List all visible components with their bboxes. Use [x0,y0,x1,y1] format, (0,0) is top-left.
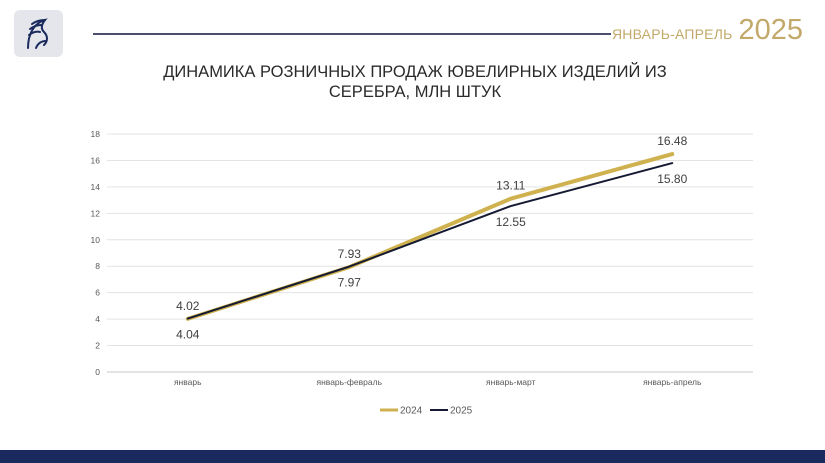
x-tick-label: январь-март [486,377,536,387]
data-label-2025: 7.97 [338,276,362,290]
header-divider [93,33,611,35]
footer-bar [0,450,825,463]
legend-label-2025: 2025 [450,406,473,417]
y-tick-label: 12 [91,208,101,218]
period-heading: ЯНВАРЬ-АПРЕЛЬ 2025 [612,14,803,47]
company-logo [14,10,63,57]
chart-title: ДИНАМИКА РОЗНИЧНЫХ ПРОДАЖ ЮВЕЛИРНЫХ ИЗДЕ… [163,63,667,101]
data-label-2025: 15.80 [657,172,687,186]
y-tick-label: 16 [91,155,101,165]
data-label-2025: 4.04 [176,328,200,342]
y-tick-label: 2 [95,341,100,351]
data-label-2024: 16.48 [657,134,687,148]
y-tick-label: 10 [91,235,101,245]
y-tick-label: 4 [95,314,100,324]
x-tick-label: январь-февраль [316,377,382,387]
period-year: 2025 [738,14,803,46]
data-label-2024: 13.11 [496,179,525,193]
legend-label-2024: 2024 [400,406,423,417]
x-tick-label: январь-апрель [643,377,702,387]
data-label-2024: 7.93 [338,247,362,261]
y-tick-label: 14 [91,182,101,192]
data-label-2025: 12.55 [496,215,526,229]
series-line-2025 [186,162,674,320]
y-tick-label: 6 [95,288,100,298]
data-label-2024: 4.02 [176,299,200,313]
y-tick-label: 8 [95,261,100,271]
y-tick-label: 0 [95,367,100,377]
y-tick-label: 18 [91,129,101,139]
x-tick-label: январь [174,377,202,387]
period-label: ЯНВАРЬ-АПРЕЛЬ [611,26,733,42]
